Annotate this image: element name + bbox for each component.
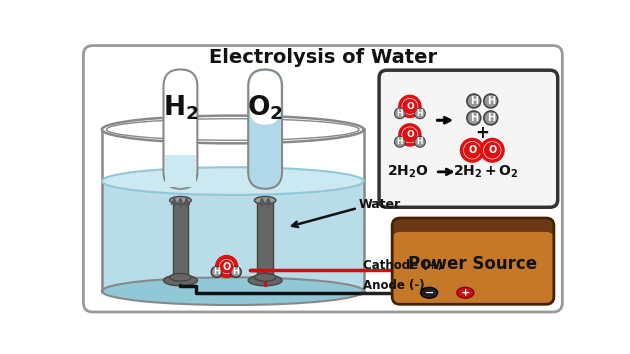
Ellipse shape	[421, 287, 438, 298]
Circle shape	[461, 139, 483, 161]
Text: +: +	[461, 288, 470, 298]
Text: Water: Water	[359, 198, 401, 211]
Text: H: H	[486, 113, 495, 123]
Circle shape	[464, 142, 481, 159]
Text: H: H	[397, 137, 403, 146]
Circle shape	[402, 99, 418, 114]
Circle shape	[400, 96, 420, 116]
Circle shape	[415, 136, 425, 147]
Ellipse shape	[255, 196, 276, 204]
Circle shape	[481, 139, 503, 161]
Ellipse shape	[169, 196, 192, 204]
Text: H: H	[486, 96, 495, 106]
Text: O: O	[468, 145, 476, 155]
Circle shape	[415, 108, 425, 119]
Bar	[165, 155, 196, 187]
Circle shape	[402, 127, 418, 143]
FancyBboxPatch shape	[379, 70, 558, 207]
Text: $\mathbf{H_2}$: $\mathbf{H_2}$	[163, 94, 198, 122]
Circle shape	[220, 259, 234, 274]
Text: Power Source: Power Source	[408, 255, 537, 273]
Ellipse shape	[102, 116, 364, 143]
Circle shape	[484, 111, 498, 125]
Circle shape	[400, 125, 420, 145]
Text: O: O	[488, 145, 496, 155]
Ellipse shape	[169, 274, 192, 281]
Ellipse shape	[457, 287, 474, 298]
Circle shape	[467, 94, 481, 108]
Text: H: H	[213, 267, 220, 276]
Ellipse shape	[248, 275, 282, 286]
Text: O: O	[406, 102, 414, 111]
Circle shape	[394, 108, 405, 119]
Circle shape	[231, 267, 241, 277]
Text: H: H	[470, 96, 478, 106]
Circle shape	[484, 94, 498, 108]
FancyBboxPatch shape	[392, 218, 554, 304]
Text: +: +	[475, 124, 490, 142]
Text: H: H	[232, 267, 239, 276]
Text: $\mathbf{O_2}$: $\mathbf{O_2}$	[247, 94, 283, 122]
Text: H: H	[397, 109, 403, 118]
Bar	[102, 181, 364, 291]
Bar	[173, 200, 188, 277]
FancyBboxPatch shape	[249, 71, 280, 125]
Text: O: O	[406, 130, 414, 139]
Ellipse shape	[102, 277, 364, 305]
Circle shape	[467, 111, 481, 125]
Circle shape	[484, 142, 501, 159]
FancyBboxPatch shape	[248, 69, 282, 189]
Text: Electrolysis of Water: Electrolysis of Water	[209, 48, 437, 67]
Circle shape	[217, 257, 236, 276]
Text: H: H	[416, 109, 423, 118]
Text: H: H	[416, 137, 423, 146]
Ellipse shape	[255, 274, 276, 281]
Text: $\mathbf{2H_2 + O_2}$: $\mathbf{2H_2 + O_2}$	[454, 164, 519, 180]
Ellipse shape	[164, 275, 197, 286]
Text: Cathode (+): Cathode (+)	[363, 259, 443, 272]
Bar	[258, 200, 273, 277]
FancyBboxPatch shape	[164, 69, 197, 189]
FancyBboxPatch shape	[83, 46, 563, 312]
Text: Anode (-): Anode (-)	[363, 279, 425, 292]
Ellipse shape	[102, 167, 364, 195]
Circle shape	[211, 267, 222, 277]
Text: O: O	[222, 262, 231, 272]
Text: H: H	[470, 113, 478, 123]
Text: $\mathbf{2H_2O}$: $\mathbf{2H_2O}$	[387, 164, 428, 180]
Text: −: −	[425, 288, 434, 298]
Circle shape	[394, 136, 405, 147]
FancyBboxPatch shape	[392, 232, 554, 304]
